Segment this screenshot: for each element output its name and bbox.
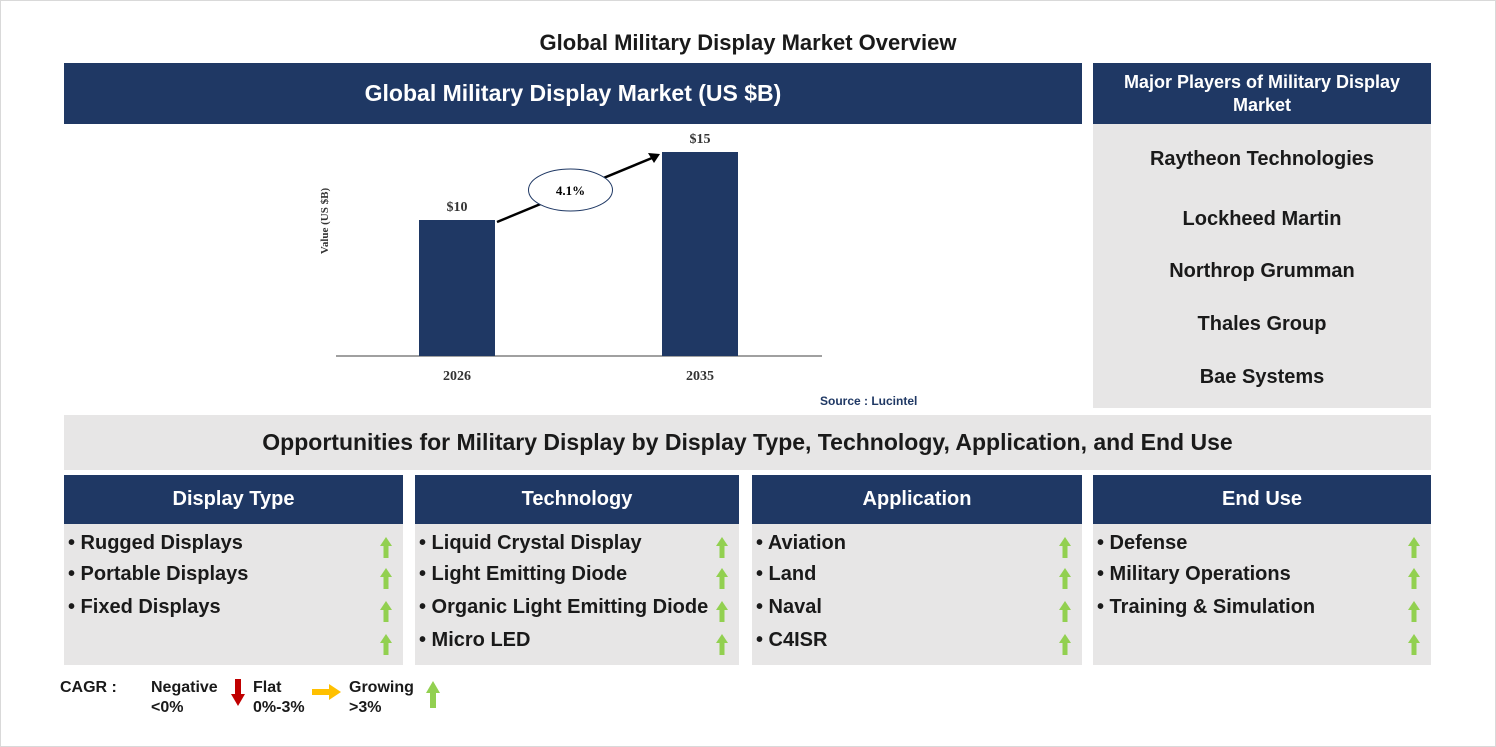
up-arrow-icon — [1408, 634, 1420, 655]
player-item: Bae Systems — [1199, 366, 1325, 388]
chart-header: Global Military Display Market (US $B) — [64, 63, 1082, 124]
segment-item: • Portable Displays — [68, 563, 249, 585]
up-arrow-icon — [1408, 568, 1420, 589]
x-tick-2026: 2026 — [443, 369, 471, 384]
legend-growing-range: >3% — [349, 699, 382, 716]
segment-item: • Aviation — [756, 532, 846, 554]
down-arrow-icon — [231, 679, 245, 706]
legend-negative-range: <0% — [151, 699, 184, 716]
legend-flat-text: Flat — [253, 679, 282, 696]
up-arrow-icon — [716, 601, 728, 622]
legend-negative-label: Negative <0% — [151, 678, 218, 718]
segment-item: • Organic Light Emitting Diode — [419, 596, 709, 618]
segment-list-technology: • Liquid Crystal Display • Light Emitting… — [415, 524, 739, 665]
up-arrow-icon — [716, 537, 728, 558]
legend-flat-range: 0%-3% — [253, 699, 305, 716]
segment-item: • Military Operations — [1097, 563, 1291, 585]
segment-header-display-type: Display Type — [64, 475, 403, 524]
segment-list-application: • Aviation • Land • Naval • C4ISR — [752, 524, 1082, 665]
up-arrow-icon — [380, 568, 392, 589]
legend-cagr-label: CAGR : — [60, 679, 117, 696]
up-arrow-icon — [1059, 537, 1071, 558]
x-tick-2035: 2035 — [686, 369, 714, 384]
up-arrow-icon — [380, 537, 392, 558]
segment-item: • Defense — [1097, 532, 1188, 554]
up-arrow-icon — [716, 634, 728, 655]
up-arrow-icon — [1408, 537, 1420, 558]
segment-list-display-type: • Rugged Displays • Portable Displays • Fi… — [64, 524, 403, 665]
legend-growing-text: Growing — [349, 679, 414, 696]
players-list: Raytheon Technologies Lockheed Martin No… — [1093, 124, 1431, 408]
segment-header-technology: Technology — [415, 475, 739, 524]
player-item: Northrop Grumman — [1169, 260, 1355, 282]
up-arrow-icon — [380, 634, 392, 655]
legend-flat-label: Flat 0%-3% — [253, 678, 305, 718]
player-item: Lockheed Martin — [1182, 208, 1342, 230]
player-item: Thales Group — [1197, 313, 1327, 335]
y-axis-label: Value (US $B) — [319, 188, 331, 255]
opportunities-banner: Opportunities for Military Display by Di… — [64, 415, 1431, 470]
segment-header-end-use: End Use — [1093, 475, 1431, 524]
cagr-arrow-head — [648, 153, 660, 163]
right-arrow-icon — [312, 684, 341, 700]
segment-header-application: Application — [752, 475, 1082, 524]
up-arrow-icon — [426, 681, 440, 708]
bar-2035 — [662, 152, 738, 356]
bar-chart: Value (US $B) $10 2026 $15 2035 4.1% — [319, 132, 822, 384]
segment-list-end-use: • Defense • Military Operations • Training… — [1093, 524, 1431, 665]
data-label-2035: $15 — [690, 132, 711, 147]
cagr-label: 4.1% — [556, 183, 585, 198]
segment-item: • Liquid Crystal Display — [419, 532, 642, 554]
source-label: Source : Lucintel — [820, 394, 918, 408]
segment-item: • Rugged Displays — [68, 532, 243, 554]
player-item: Raytheon Technologies — [1149, 148, 1375, 170]
segment-item: • Micro LED — [419, 629, 531, 651]
up-arrow-icon — [380, 601, 392, 622]
segment-item: • Land — [756, 563, 817, 585]
cagr-bubble — [528, 168, 613, 212]
up-arrow-icon — [1059, 634, 1071, 655]
players-header: Major Players of Military Display Market — [1093, 63, 1431, 124]
segment-item: • Fixed Displays — [68, 596, 221, 618]
up-arrow-icon — [716, 568, 728, 589]
up-arrow-icon — [1059, 568, 1071, 589]
page-title: Global Military Display Market Overview — [539, 30, 957, 55]
legend-negative-text: Negative — [151, 679, 218, 696]
legend-growing-label: Growing >3% — [349, 678, 414, 718]
segment-item: • Light Emitting Diode — [419, 563, 628, 585]
data-label-2026: $10 — [447, 200, 468, 215]
up-arrow-icon — [1059, 601, 1071, 622]
segment-item: • Naval — [756, 596, 822, 618]
segment-item: • C4ISR — [756, 629, 828, 651]
up-arrow-icon — [1408, 601, 1420, 622]
segment-item: • Training & Simulation — [1097, 596, 1316, 618]
bar-2026 — [419, 220, 495, 356]
